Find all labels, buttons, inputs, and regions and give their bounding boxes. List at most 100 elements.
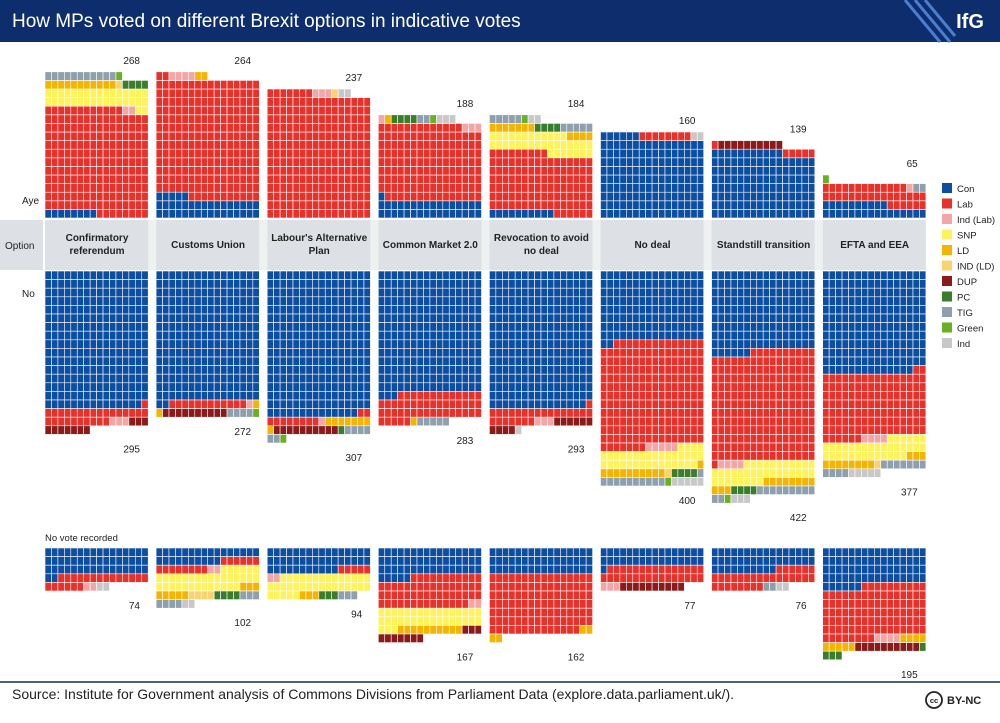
vote-square: [886, 183, 894, 193]
vote-square: [651, 157, 659, 167]
vote-square: [501, 313, 510, 323]
vote-square: [429, 174, 437, 184]
vote-square: [299, 174, 307, 184]
vote-square: [115, 408, 123, 418]
vote-square: [279, 365, 287, 375]
vote-square: [350, 547, 358, 557]
vote-square: [560, 166, 568, 176]
vote-square: [337, 305, 345, 315]
vote-square: [762, 468, 770, 478]
vote-square: [168, 348, 176, 358]
vote-square: [711, 399, 719, 409]
vote-square: [795, 356, 803, 366]
vote-square: [769, 365, 777, 375]
vote-square: [168, 114, 176, 124]
vote-square: [299, 348, 307, 358]
vote-square: [671, 330, 679, 341]
vote-square: [200, 373, 208, 384]
vote-square: [305, 322, 313, 332]
vote-square: [266, 416, 274, 427]
vote-square: [645, 408, 653, 418]
vote-square: [619, 425, 627, 435]
vote-square: [808, 477, 816, 487]
vote-square: [690, 442, 698, 452]
vote-square: [448, 287, 456, 298]
vote-square: [841, 416, 849, 427]
vote-square: [468, 582, 476, 592]
vote-square: [188, 313, 196, 323]
vote-square: [717, 270, 725, 280]
vote-square: [416, 399, 424, 409]
vote-square: [690, 408, 698, 418]
vote-square: [684, 573, 692, 583]
vote-square: [880, 270, 888, 280]
vote-square: [795, 425, 803, 435]
vote-square: [795, 416, 803, 427]
vote-square: [292, 296, 300, 306]
vote-square: [397, 140, 405, 150]
vote-square: [292, 373, 300, 384]
vote-square: [162, 279, 170, 289]
vote-square: [83, 97, 91, 107]
vote-square: [350, 191, 358, 202]
vote-square: [390, 287, 398, 298]
vote-square: [102, 166, 110, 176]
vote-square: [312, 305, 320, 315]
vote-square: [841, 382, 849, 392]
vote-square: [416, 183, 424, 193]
vote-square: [292, 590, 300, 600]
vote-square: [743, 148, 751, 159]
vote-square: [436, 348, 444, 358]
vote-square: [579, 330, 587, 341]
vote-square: [226, 564, 234, 575]
vote-square: [384, 416, 392, 427]
vote-square: [880, 183, 888, 193]
vote-square: [893, 425, 901, 435]
vote-square: [912, 279, 920, 289]
vote-square: [246, 582, 254, 592]
vote-square: [886, 382, 894, 392]
vote-square: [331, 322, 339, 332]
vote-square: [279, 399, 287, 409]
vote-square: [906, 348, 914, 358]
vote-square: [436, 140, 444, 150]
vote-square: [769, 157, 777, 167]
vote-square: [651, 270, 659, 280]
vote-square: [782, 485, 790, 495]
vote-square: [410, 131, 418, 141]
vote-square: [677, 157, 685, 167]
vote-square: [547, 616, 555, 626]
vote-square: [299, 140, 307, 150]
vote-square: [442, 564, 450, 575]
vote-square: [299, 123, 307, 133]
vote-square: [64, 382, 72, 392]
vote-square: [854, 305, 862, 315]
vote-square: [756, 556, 764, 566]
vote-square: [135, 97, 143, 107]
vote-square: [613, 373, 621, 384]
vote-square: [808, 313, 816, 323]
vote-square: [534, 582, 542, 592]
vote-square: [194, 590, 202, 600]
vote-square: [429, 564, 437, 575]
vote-square: [233, 590, 241, 600]
vote-square: [423, 590, 431, 600]
vote-square: [495, 399, 503, 409]
vote-square: [527, 166, 535, 176]
vote-square: [305, 339, 313, 349]
vote-square: [801, 451, 809, 461]
vote-square: [331, 547, 339, 557]
vote-square: [912, 434, 920, 444]
vote-square: [489, 616, 497, 626]
vote-square: [57, 183, 65, 193]
vote-square: [436, 114, 444, 124]
vote-square: [886, 373, 894, 384]
vote-square: [553, 625, 561, 635]
vote-square: [468, 157, 476, 167]
vote-square: [286, 305, 294, 315]
vote-square: [122, 373, 130, 384]
vote-square: [658, 434, 666, 444]
vote-square: [377, 166, 386, 176]
vote-square: [64, 174, 72, 184]
vote-square: [416, 191, 424, 202]
